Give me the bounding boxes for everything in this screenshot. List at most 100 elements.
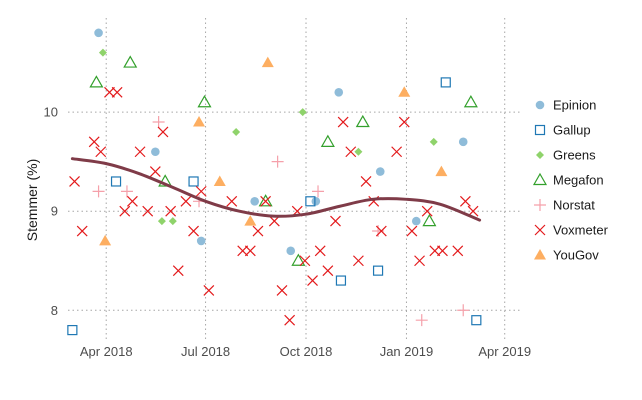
- voxmeter-point: [195, 185, 207, 197]
- x-tick-label: Apr 2019: [478, 344, 531, 359]
- voxmeter-point: [330, 215, 341, 227]
- epinion-point: [286, 246, 296, 256]
- epinion-point: [458, 137, 468, 147]
- data-points: [67, 28, 482, 336]
- voxmeter-point: [69, 176, 80, 187]
- yougov-point: [261, 56, 274, 68]
- epinion-point: [250, 196, 259, 206]
- greens-point: [168, 217, 177, 226]
- epinion-point: [196, 236, 206, 246]
- legend-key-gallup: [534, 124, 546, 136]
- yougov-point: [244, 215, 257, 226]
- voxmeter-point: [391, 146, 403, 158]
- epinion-point: [151, 147, 160, 157]
- x-tick-label: Oct 2018: [280, 344, 333, 359]
- megafon-point: [463, 95, 478, 108]
- legend-key-yougov: [534, 249, 546, 260]
- x-tick-label: Jul 2018: [181, 344, 230, 359]
- gridlines: [68, 18, 520, 340]
- legend-label-yougov: YouGov: [553, 248, 599, 263]
- voxmeter-point: [95, 146, 107, 158]
- voxmeter-point: [276, 285, 288, 296]
- legend-key-greens: [536, 151, 544, 159]
- voxmeter-point: [322, 265, 334, 277]
- gallup-point: [110, 176, 122, 187]
- voxmeter-point: [429, 245, 441, 257]
- yougov-point: [435, 165, 448, 177]
- voxmeter-point: [149, 166, 161, 177]
- x-tick-label: Apr 2018: [80, 344, 133, 359]
- legend-item-yougov: YouGov: [534, 248, 599, 263]
- greens-point: [354, 147, 363, 156]
- voxmeter-point: [307, 275, 318, 286]
- voxmeter-point: [345, 146, 357, 158]
- voxmeter-point: [360, 176, 372, 187]
- voxmeter-point: [352, 255, 364, 267]
- trend-line-group: [70, 157, 482, 222]
- legend-item-voxmeter: Voxmeter: [534, 223, 609, 238]
- voxmeter-point: [406, 225, 418, 237]
- voxmeter-point: [375, 225, 387, 237]
- voxmeter-point: [414, 255, 425, 267]
- legend-label-megafon: Megafon: [553, 173, 604, 188]
- voxmeter-point: [157, 126, 169, 138]
- voxmeter-point: [172, 265, 184, 277]
- gallup-point: [335, 275, 347, 286]
- legend-item-epinion: Epinion: [535, 98, 596, 113]
- epinion-point: [311, 196, 321, 206]
- norstat-point: [152, 116, 165, 129]
- legend-item-norstat: Norstat: [534, 198, 595, 213]
- voxmeter-point: [459, 195, 471, 207]
- legend-item-gallup: Gallup: [534, 123, 591, 138]
- series-epinion: [94, 28, 468, 256]
- greens-point: [429, 137, 438, 146]
- y-tick-label: 8: [51, 303, 58, 318]
- legend-label-epinion: Epinion: [553, 98, 596, 113]
- norstat-point: [372, 225, 385, 238]
- voxmeter-point: [188, 225, 199, 237]
- megafon-point: [422, 213, 437, 227]
- voxmeter-point: [314, 245, 326, 257]
- yougov-point: [193, 116, 206, 127]
- legend-item-greens: Greens: [536, 148, 596, 163]
- megafon-point: [258, 194, 273, 207]
- y-tick-label: 9: [51, 204, 58, 219]
- voxmeter-point: [111, 86, 123, 98]
- epinion-point: [411, 216, 421, 226]
- legend-label-voxmeter: Voxmeter: [553, 223, 609, 238]
- voxmeter-point: [76, 225, 88, 237]
- norstat-point: [457, 304, 470, 317]
- trend-line: [70, 157, 482, 222]
- gallup-point: [188, 176, 199, 187]
- voxmeter-point: [260, 195, 272, 207]
- megafon-point: [291, 253, 306, 266]
- gallup-point: [440, 77, 451, 88]
- legend: Epinion Gallup Greens Megafon Norstat Voxmete…: [532, 98, 609, 263]
- norstat-point: [415, 314, 428, 327]
- epinion-point: [94, 28, 103, 38]
- megafon-point: [197, 95, 212, 108]
- voxmeter-point: [203, 285, 215, 296]
- voxmeter-point: [437, 245, 448, 257]
- megafon-point: [123, 55, 138, 68]
- voxmeter-point: [104, 86, 115, 98]
- voxmeter-point: [337, 116, 349, 128]
- voxmeter-point: [88, 136, 100, 148]
- megafon-point: [89, 75, 104, 88]
- megafon-point: [158, 174, 173, 187]
- gallup-point: [471, 315, 482, 326]
- voxmeter-point: [299, 255, 311, 267]
- greens-point: [232, 127, 241, 136]
- gallup-point: [67, 324, 78, 336]
- legend-key-megafon: [532, 172, 548, 186]
- legend-label-norstat: Norstat: [553, 198, 595, 213]
- yougov-point: [99, 234, 112, 246]
- norstat-point: [271, 155, 284, 168]
- series-yougov: [99, 56, 448, 246]
- series-megafon: [89, 55, 478, 266]
- yougov-point: [398, 86, 411, 97]
- voxmeter-point: [237, 245, 249, 257]
- legend-key-norstat: [534, 199, 546, 211]
- yougov-point: [213, 175, 226, 186]
